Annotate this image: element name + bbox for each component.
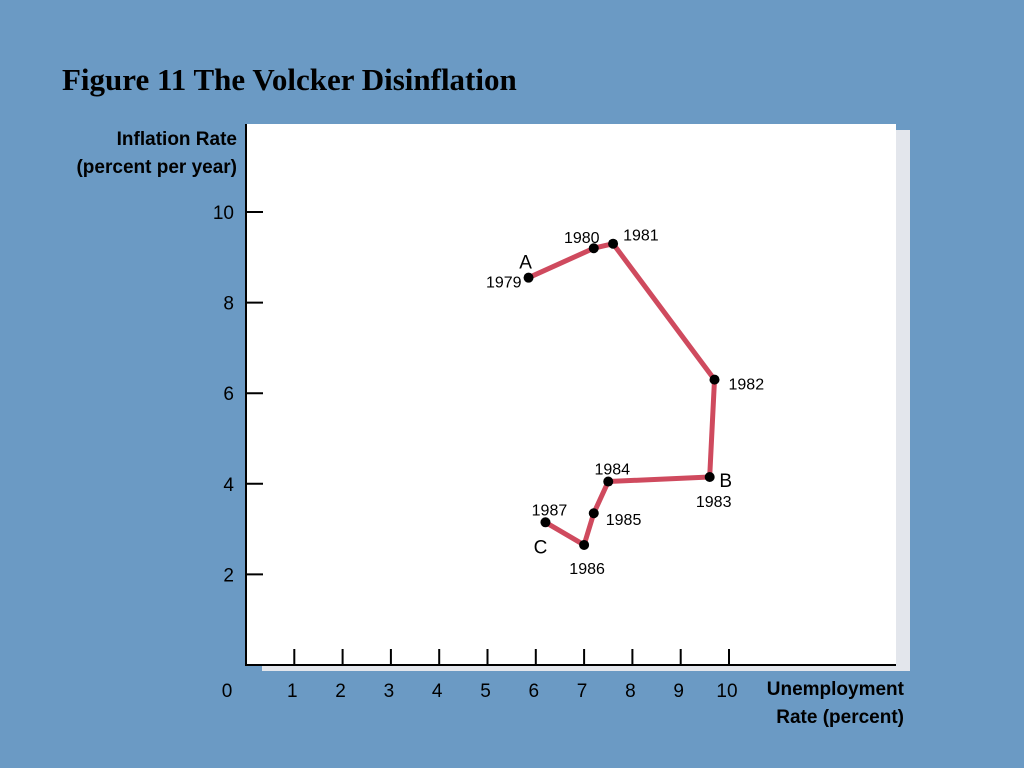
y-tick-label-4: 4 — [223, 475, 234, 496]
y-axis-label: Inflation Rate (percent per year) — [76, 126, 237, 182]
point-1987 — [540, 517, 551, 528]
y-tick-label-2: 2 — [223, 565, 234, 586]
point-1986 — [579, 539, 590, 550]
year-label-1982: 1982 — [729, 377, 765, 394]
year-label-1981: 1981 — [623, 228, 659, 245]
chart-title: Figure 11 The Volcker Disinflation — [62, 62, 517, 97]
y-tick-label-6: 6 — [223, 384, 234, 405]
x-tick-label-5: 5 — [480, 681, 491, 702]
x-tick-label-7: 7 — [577, 681, 588, 702]
point-1984 — [603, 476, 614, 487]
point-1981 — [608, 238, 619, 249]
y-axis-label-line-2: (percent per year) — [76, 157, 237, 178]
x-tick-label-1: 1 — [287, 681, 298, 702]
point-1982 — [709, 374, 720, 385]
year-label-1984: 1984 — [594, 462, 630, 479]
point-1983 — [704, 472, 715, 483]
point-1979 — [523, 272, 534, 283]
x-tick-label-4: 4 — [432, 681, 443, 702]
x-axis-label-line-2: Rate (percent) — [776, 707, 904, 728]
y-tick-label-8: 8 — [223, 294, 234, 315]
x-tick-label-3: 3 — [384, 681, 395, 702]
origin-label: 0 — [222, 681, 233, 702]
annotation-a: A — [519, 253, 532, 274]
x-tick-label-8: 8 — [625, 681, 636, 702]
year-label-1986: 1986 — [569, 561, 605, 578]
x-tick-label-2: 2 — [335, 681, 346, 702]
x-axis-label-line-1: Unemployment — [766, 679, 904, 700]
year-label-1983: 1983 — [696, 494, 732, 511]
year-label-1980: 1980 — [564, 230, 600, 247]
annotation-b: B — [719, 471, 732, 492]
x-tick-label-10: 10 — [716, 681, 737, 702]
point-1980 — [588, 243, 599, 254]
plot-area — [246, 124, 896, 665]
year-label-1987: 1987 — [532, 502, 568, 519]
x-tick-label-9: 9 — [673, 681, 684, 702]
year-label-1985: 1985 — [606, 512, 642, 529]
year-label-1979: 1979 — [486, 275, 522, 292]
y-tick-label-10: 10 — [213, 203, 234, 224]
y-axis-label-line-1: Inflation Rate — [116, 129, 237, 150]
point-1985 — [588, 508, 599, 519]
x-axis-label: Unemployment Rate (percent) — [767, 676, 904, 732]
x-tick-label-6: 6 — [529, 681, 540, 702]
annotation-c: C — [534, 537, 548, 558]
